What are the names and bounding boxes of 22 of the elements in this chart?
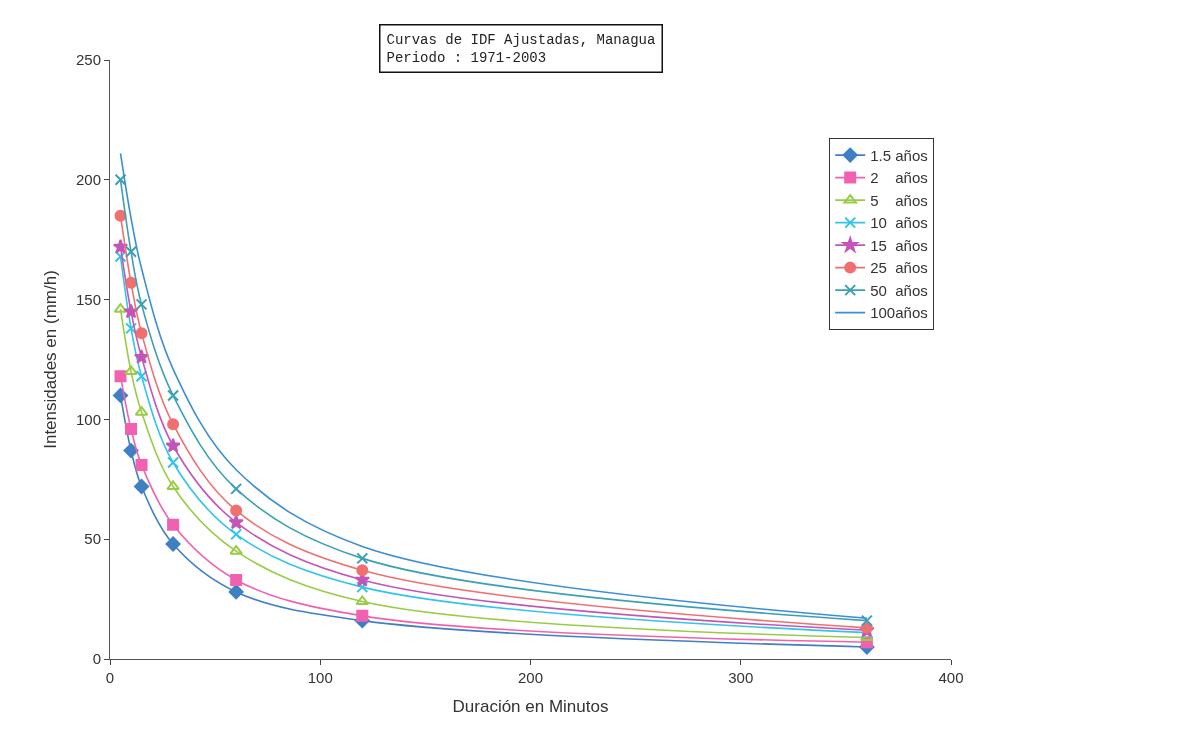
x-tick-label: 0: [105, 669, 115, 686]
legend-label: 50 años: [870, 281, 928, 299]
y-tick-label: 100: [75, 410, 101, 428]
x-axis-title: Duración en Minutos: [452, 697, 609, 717]
legend-label: 15 años: [870, 236, 928, 254]
y-tick-label: 0: [92, 650, 101, 668]
chart-title: Curvas de IDF Ajustadas, Managua Periodo : 1971-2003: [386, 31, 656, 66]
y-tick-label: 200: [75, 171, 101, 189]
legend-label: 25 años: [870, 259, 928, 277]
y-tick-label: 250: [75, 51, 101, 69]
y-axis-title: Intensidades en (mm/h): [40, 270, 60, 449]
legend-label: 100años: [870, 304, 928, 322]
legend-label: 1.5 años: [870, 146, 928, 164]
legend-label: 5 años: [870, 191, 928, 209]
x-tick-label: 300: [728, 669, 754, 686]
x-tick-label: 200: [517, 669, 544, 686]
y-tick-label: 50: [84, 530, 101, 548]
y-tick-label: 150: [75, 290, 101, 308]
x-tick-label: 100: [307, 669, 333, 686]
legend-label: 10 años: [870, 214, 928, 232]
legend-label: 2 años: [870, 169, 928, 187]
x-tick-label: 400: [938, 669, 964, 686]
